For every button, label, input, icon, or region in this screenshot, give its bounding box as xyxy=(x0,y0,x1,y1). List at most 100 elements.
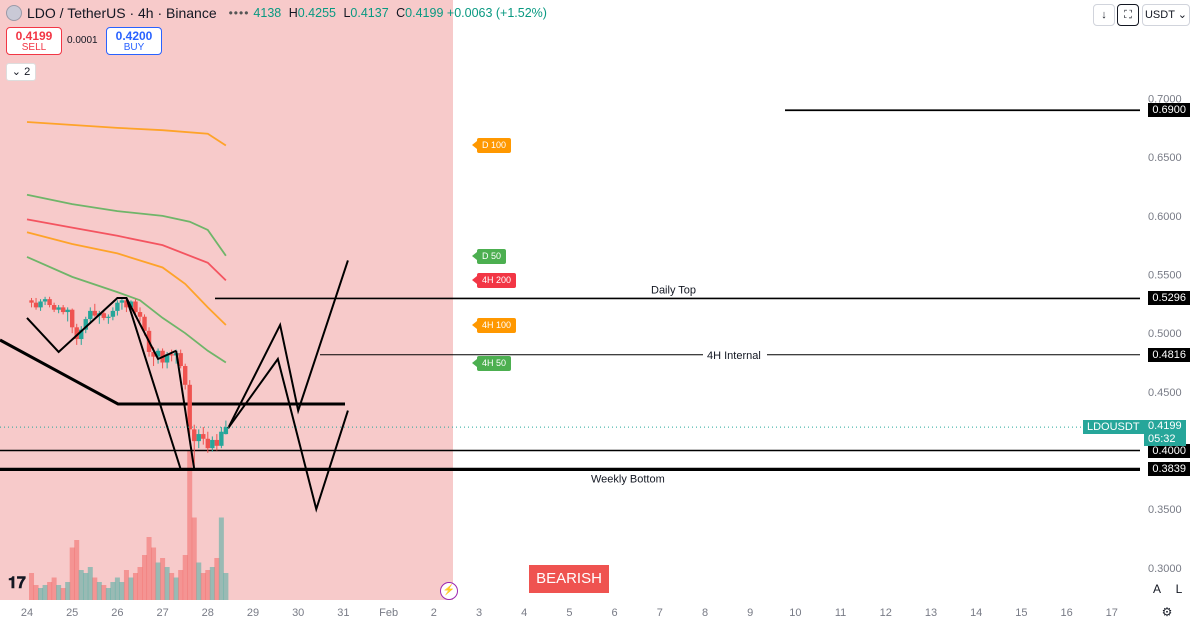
bearish-badge: BEARISH xyxy=(529,565,609,593)
volume-bar xyxy=(96,582,102,600)
volume-bar xyxy=(155,562,161,600)
candle-body xyxy=(42,299,48,302)
volume-bar xyxy=(137,567,143,600)
sell-label: SELL xyxy=(21,42,47,53)
currency-label: USDT xyxy=(1144,9,1175,21)
volume-bar xyxy=(110,582,116,600)
projection-path[interactable] xyxy=(227,356,349,513)
projection-path[interactable] xyxy=(175,350,196,470)
candle-body xyxy=(74,327,79,340)
buy-label: BUY xyxy=(123,42,145,53)
level-price-label: 0.4816 xyxy=(1148,347,1190,362)
volume-bar xyxy=(191,517,197,600)
low-value: 0.4137 xyxy=(350,6,389,20)
current-price-tag: 0.4199 05:32 xyxy=(1144,420,1186,447)
volume-bar xyxy=(60,588,66,600)
x-tick-label: 25 xyxy=(66,607,78,618)
candle-body xyxy=(219,431,224,446)
candle-body xyxy=(169,354,174,356)
volume-bar xyxy=(69,547,75,600)
candle-body xyxy=(106,316,111,318)
volume-bar xyxy=(123,570,129,600)
volume-bar xyxy=(160,558,166,600)
candle-body xyxy=(110,310,116,317)
x-tick-label: 31 xyxy=(337,607,349,618)
candle-body xyxy=(92,310,97,316)
high-label: H xyxy=(288,6,298,20)
volume-bar xyxy=(209,567,215,600)
volume-bar xyxy=(78,570,84,600)
tradingview-logo-icon[interactable]: 𝟏𝟕 xyxy=(8,575,26,592)
lightning-icon[interactable]: ⚡ xyxy=(440,582,458,600)
candle-body xyxy=(183,366,188,385)
x-tick-label: 30 xyxy=(292,607,304,618)
y-tick-label: 0.7000 xyxy=(1148,94,1182,106)
candle-body xyxy=(223,427,229,435)
candle-body xyxy=(201,434,206,439)
sell-button[interactable]: 0.4199 SELL xyxy=(6,27,62,55)
volume-bar xyxy=(173,577,179,600)
y-tick-label: 0.3000 xyxy=(1148,563,1182,575)
volume-bar xyxy=(182,555,188,600)
x-tick-label: 15 xyxy=(1015,607,1027,618)
volume-bar xyxy=(151,547,157,600)
x-tick-label: 6 xyxy=(612,607,618,618)
trend-line[interactable] xyxy=(0,338,345,406)
x-tick-label: 26 xyxy=(111,607,123,618)
x-tick-label: 28 xyxy=(202,607,214,618)
candle-body xyxy=(79,329,84,340)
volume-bar xyxy=(38,588,44,600)
close-label: C xyxy=(396,6,406,20)
moving-average-line xyxy=(26,218,227,282)
projection-path[interactable] xyxy=(26,296,177,361)
indicators-toggle[interactable]: ⌄ 2 xyxy=(6,63,36,81)
moving-average-line xyxy=(26,193,227,257)
volume-bar xyxy=(47,582,53,600)
x-tick-label: 8 xyxy=(702,607,708,618)
x-tick-label: 14 xyxy=(970,607,982,618)
candle-body xyxy=(70,309,75,328)
x-tick-label: 24 xyxy=(21,607,33,618)
candle-body xyxy=(164,354,170,363)
y-tick-label: 0.6000 xyxy=(1148,211,1182,223)
symbol-logo-icon xyxy=(6,5,22,21)
candle-body xyxy=(205,438,210,449)
buy-button[interactable]: 0.4200 BUY xyxy=(106,27,162,55)
volume-bar xyxy=(128,577,134,600)
chevron-down-icon: ⌄ xyxy=(1177,9,1188,21)
x-tick-label: Feb xyxy=(379,607,398,618)
settings-gear-icon[interactable]: ⚙ xyxy=(1161,605,1173,619)
fullscreen-button[interactable]: ⛶ xyxy=(1117,4,1139,26)
volume-bar xyxy=(205,570,211,600)
projection-path[interactable] xyxy=(227,260,349,429)
more-options-icon[interactable]: •••• xyxy=(228,6,250,20)
volume-bar xyxy=(101,585,107,600)
x-tick-label: 2 xyxy=(431,607,437,618)
projection-path[interactable] xyxy=(125,297,195,471)
x-tick-label: 4 xyxy=(521,607,527,618)
moving-average-line xyxy=(26,121,227,147)
candle-body xyxy=(101,313,107,318)
sell-price: 0.4199 xyxy=(15,29,53,43)
y-tick-label: 0.5000 xyxy=(1148,328,1182,340)
moving-average-tag: 4H 200 xyxy=(471,273,517,289)
chevron-down-icon: ⌄ xyxy=(11,66,22,78)
x-tick-label: 27 xyxy=(156,607,168,618)
moving-average-line xyxy=(26,231,227,326)
x-tick-label: 5 xyxy=(566,607,572,618)
volume-bar xyxy=(83,573,89,600)
volume-bar xyxy=(87,567,93,600)
auto-scale-button[interactable]: A xyxy=(1152,582,1161,596)
candle-body xyxy=(142,316,147,331)
currency-select[interactable]: USDT ⌄ xyxy=(1142,4,1190,26)
symbol-price-tag: LDOUSDT xyxy=(1083,420,1144,435)
candle-body xyxy=(38,301,43,308)
symbol-title[interactable]: LDO / TetherUS · 4h · Binance xyxy=(27,5,217,21)
x-tick-label: 13 xyxy=(925,607,937,618)
download-button[interactable]: ↓ xyxy=(1093,4,1115,26)
volume-bar xyxy=(33,585,39,600)
log-scale-button[interactable]: L xyxy=(1175,582,1183,596)
candle-body xyxy=(47,299,52,306)
moving-average-tag: D 100 xyxy=(471,138,512,154)
